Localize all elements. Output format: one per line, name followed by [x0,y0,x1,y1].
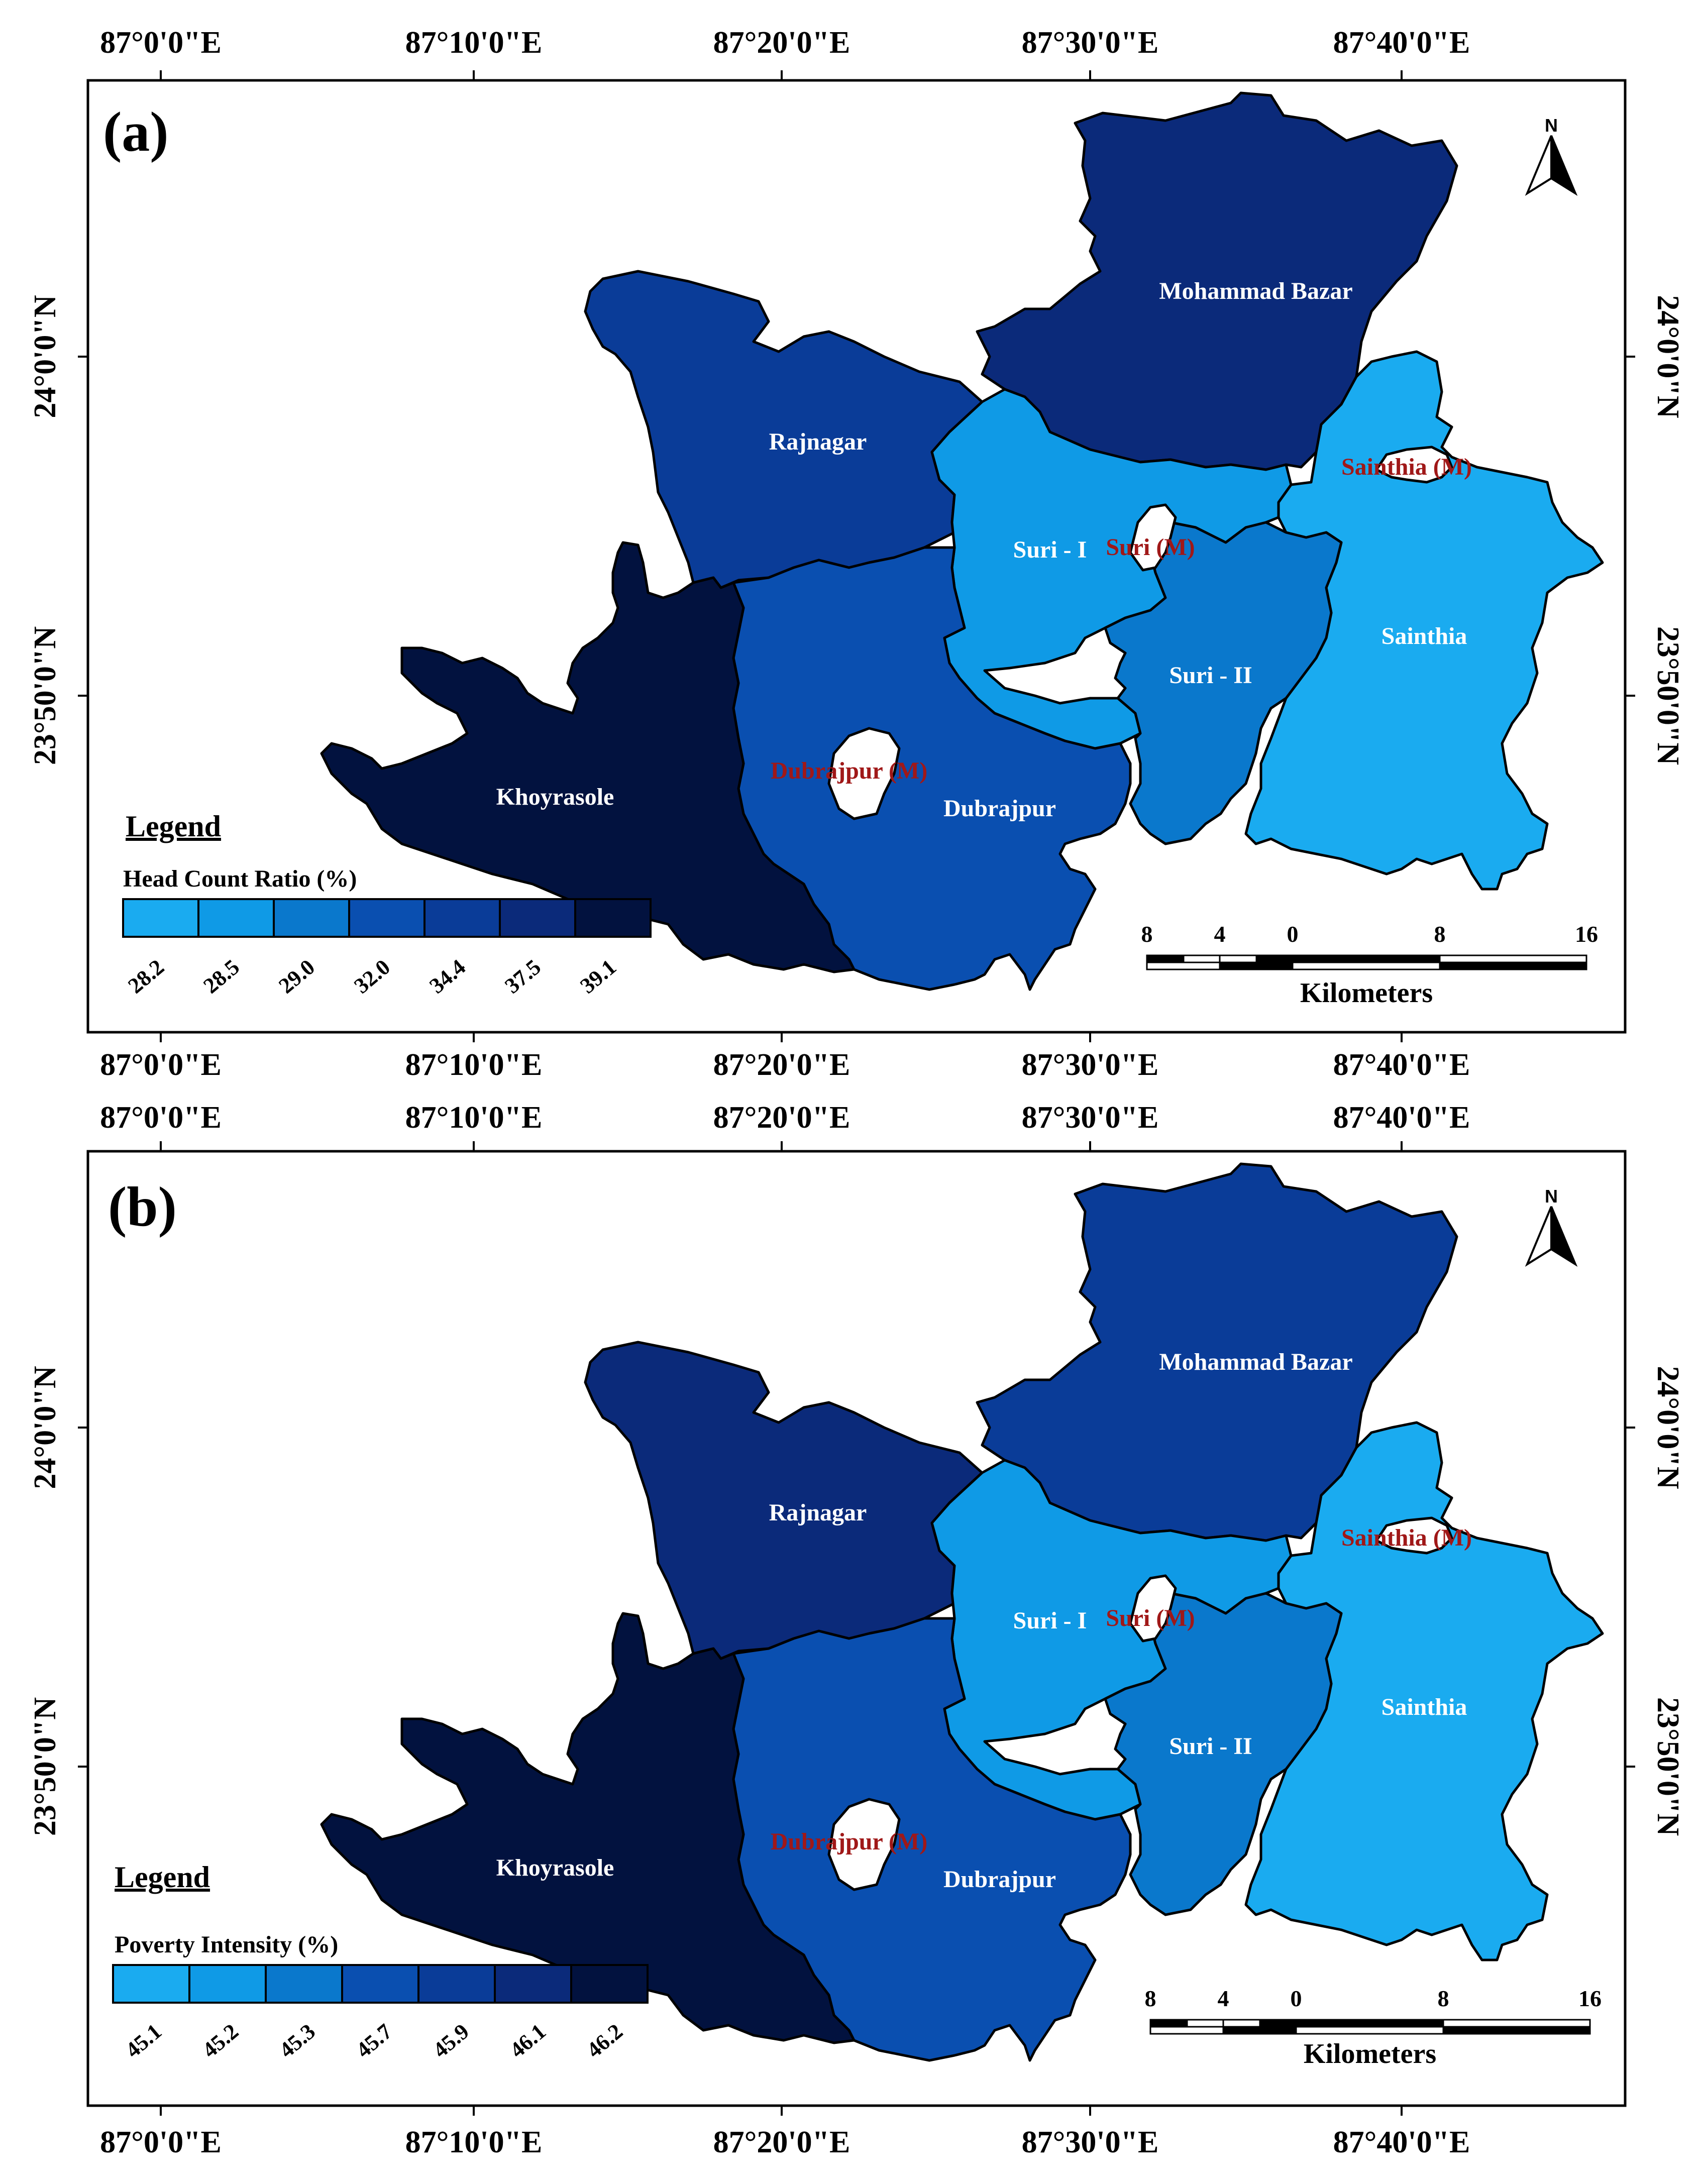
lat-label-right: 24°0'0"N [1651,295,1685,418]
lon-label-bottom: 87°40'0"E [1333,1048,1470,1082]
municipality-label: Sainthia (M) [1341,1524,1472,1551]
municipality-label: Suri (M) [1106,534,1195,561]
legend-color-bar [122,898,652,938]
lon-label-top: 87°20'0"E [713,26,850,60]
legend-swatch [348,898,426,938]
lon-label-top: 87°0'0"E [100,26,222,60]
north-arrow: N [1525,1186,1578,1267]
lon-label-top: 87°20'0"E [713,1101,850,1135]
panel-b: 87°0'0"E 87°10'0"E 87°20'0"E 87°30'0"E 8… [28,1101,1685,2159]
lat-label-left: 23°50'0"N [28,1697,62,1836]
scale-unit: Kilometers [1304,2038,1436,2069]
lon-label-top: 87°30'0"E [1022,26,1159,60]
scale-tick: 8 [1438,1986,1449,2011]
scale-tick: 4 [1214,921,1226,947]
scale-tick: 0 [1287,921,1299,947]
region-label: Suri - II [1169,662,1252,689]
scale-unit: Kilometers [1300,977,1433,1009]
legend-swatch [341,1964,419,2004]
lon-label-bottom: 87°0'0"E [100,2125,222,2159]
region-label: Suri - II [1169,1733,1252,1760]
lon-label-top: 87°40'0"E [1333,26,1470,60]
scale-tick: 8 [1145,1986,1156,2011]
municipality-label: Dubrajpur (M) [771,1828,927,1855]
legend-swatch [122,898,199,938]
scale-tick: 8 [1434,921,1446,947]
legend-swatch [574,898,652,938]
lat-label-left: 23°50'0"N [28,626,62,765]
legend-swatch [499,898,576,938]
lon-label-bottom: 87°40'0"E [1333,2125,1470,2159]
lon-label-top: 87°40'0"E [1333,1101,1470,1135]
region-label: Suri - I [1013,536,1087,563]
region-label: Dubrajpur [943,795,1056,822]
lat-label-left: 24°0'0"N [28,1366,62,1489]
scale-tick: 4 [1218,1986,1229,2011]
frame-ticks [78,70,1635,1042]
lon-label-bottom: 87°20'0"E [713,2125,850,2159]
legend-swatch [197,898,275,938]
region-label: Dubrajpur [943,1866,1056,1893]
lon-label-bottom: 87°20'0"E [713,1048,850,1082]
legend-swatch [112,1964,190,2004]
frame-ticks [78,1141,1635,2116]
legend-swatch [273,898,350,938]
municipality-label: Dubrajpur (M) [771,757,927,784]
legend-subtitle: Head Count Ratio (%) [123,865,357,892]
legend-swatch [570,1964,649,2004]
legend-title: Legend [115,1861,210,1894]
scale-tick: 16 [1578,1986,1602,2011]
lat-label-left: 24°0'0"N [28,295,62,418]
scale-tick: 0 [1291,1986,1302,2011]
municipality-label: Sainthia (M) [1341,454,1472,480]
municipality-label: Suri (M) [1106,1605,1195,1631]
lon-label-bottom: 87°0'0"E [100,1048,222,1082]
panel-label: (b) [108,1176,177,1238]
region-label: Rajnagar [769,428,867,455]
legend-subtitle: Poverty Intensity (%) [115,1931,338,1958]
panel-label: (a) [103,101,169,163]
north-label: N [1545,1186,1558,1207]
north-arrow: N [1525,115,1578,196]
scale-tick: 16 [1575,921,1598,947]
lon-label-bottom: 87°30'0"E [1022,1048,1159,1082]
lon-label-top: 87°10'0"E [405,1101,543,1135]
scale-bar: 8 4 0 8 16 Kilometers [1141,921,1599,1009]
lat-label-right: 23°50'0"N [1651,1697,1685,1836]
legend-swatch [494,1964,572,2004]
legend-swatch [188,1964,267,2004]
region-label: Sainthia [1381,623,1467,649]
region-label: Sainthia [1381,1694,1467,1720]
region-label: Khoyrasole [496,784,614,810]
lon-label-top: 87°10'0"E [405,26,543,60]
scale-tick: 8 [1141,921,1153,947]
lon-label-bottom: 87°30'0"E [1022,2125,1159,2159]
legend-swatch [423,898,501,938]
scale-bar: 8 4 0 8 16 Kilometers [1145,1986,1602,2069]
lon-label-top: 87°0'0"E [100,1101,222,1135]
panel-a: 87°0'0"E 87°10'0"E 87°20'0"E 87°30'0"E 8… [28,26,1685,1082]
north-label: N [1545,115,1558,136]
region-label: Rajnagar [769,1499,867,1526]
legend-swatch [265,1964,343,2004]
lon-label-top: 87°30'0"E [1022,1101,1159,1135]
lon-label-bottom: 87°10'0"E [405,1048,543,1082]
region-label: Mohammad Bazar [1159,1349,1352,1375]
legend-swatch [417,1964,496,2004]
region-label: Suri - I [1013,1607,1087,1634]
region-label: Mohammad Bazar [1159,278,1352,304]
lat-label-right: 23°50'0"N [1651,626,1685,765]
lat-label-right: 24°0'0"N [1651,1366,1685,1489]
legend-color-bar [112,1964,649,2004]
legend-title: Legend [126,810,221,843]
region-label: Khoyrasole [496,1854,614,1881]
lon-label-bottom: 87°10'0"E [405,2125,543,2159]
